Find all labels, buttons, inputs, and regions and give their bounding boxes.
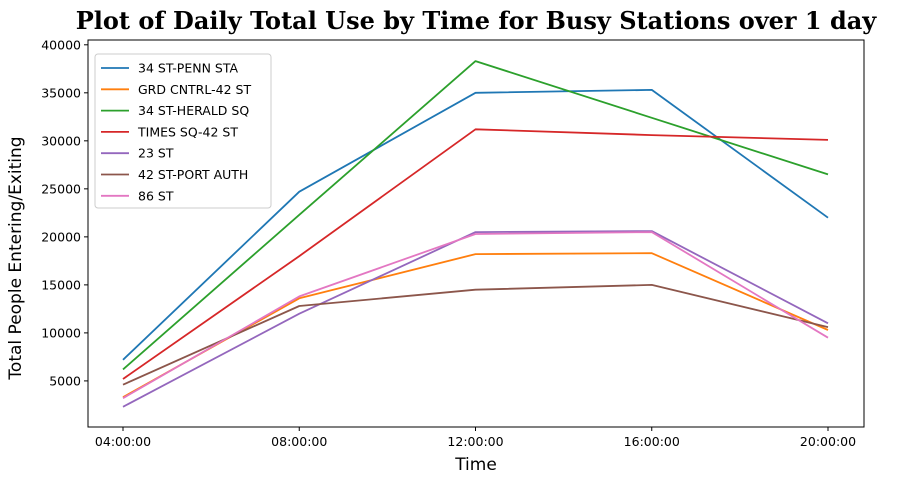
x-tick-label: 12:00:00 [447,434,503,449]
series-line-34-st-penn-sta [122,89,829,361]
x-tick-label: 16:00:00 [624,434,680,449]
series-line-times-sq-42-st [122,128,829,380]
legend-entry: 86 ST [138,188,174,203]
y-tick-label: 30000 [41,133,81,148]
x-tick-label: 08:00:00 [271,434,327,449]
y-axis-label: Total People Entering/Exiting [6,136,26,380]
legend-entry: TIMES SQ-42 ST [137,124,238,139]
series-line-86-st [122,231,829,399]
x-axis: 04:00:00 08:00:00 12:00:00 16:00:00 20:00:00 [95,427,856,449]
y-tick-label: 10000 [41,325,81,340]
legend-entry: 34 ST-PENN STA [138,61,239,76]
legend-entry: GRD CNTRL-42 ST [138,82,251,97]
y-tick-label: 40000 [41,37,81,52]
x-axis-label: Time [454,455,497,475]
chart-title: Plot of Daily Total Use by Time for Busy… [76,6,878,35]
x-tick-label: 04:00:00 [95,434,151,449]
series-line-23-st [122,230,829,408]
y-tick-label: 25000 [41,181,81,196]
legend-box [94,53,272,209]
legend-entry: 42 ST-PORT AUTH [138,167,248,182]
y-axis: 5000 10000 15000 20000 25000 30000 35000 40000 [41,37,88,388]
plot-area: 500010000150002000025000300003500040000 … [41,37,865,449]
series-line-42-st-port-auth [122,283,829,386]
legend-entry: 23 ST [138,146,174,161]
legend: 34 ST-PENN STA GRD CNTRL-42 ST 34 ST-HERAL… [94,53,272,209]
y-tick-label: 20000 [41,229,81,244]
y-tick-label: 35000 [41,85,81,100]
x-tick-label: 20:00:00 [800,434,856,449]
y-tick-label: 15000 [41,277,81,292]
legend-entry: 34 ST-HERALD SQ [138,103,249,118]
series-lines [122,60,829,408]
y-tick-label: 5000 [49,373,81,388]
